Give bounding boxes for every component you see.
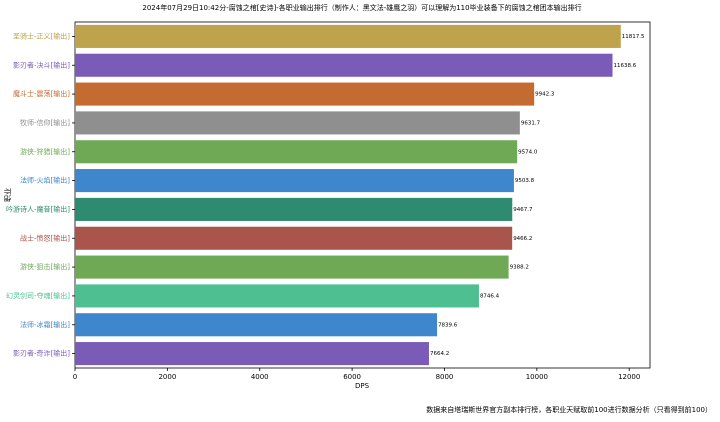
bar bbox=[75, 255, 509, 279]
y-tick-label: 游侠-狩猎[输出] bbox=[20, 147, 70, 156]
value-label: 7839.6 bbox=[438, 322, 458, 328]
y-tick-label: 战士-愤怒[输出] bbox=[20, 233, 70, 242]
x-tick-label: 8000 bbox=[436, 373, 454, 381]
bar bbox=[75, 284, 479, 308]
bar bbox=[75, 24, 621, 48]
value-label: 9466.2 bbox=[513, 236, 532, 242]
value-label: 11638.6 bbox=[614, 63, 637, 69]
y-tick-label: 吟游诗人-魔音[输出] bbox=[6, 204, 70, 213]
x-tick-label: 0 bbox=[73, 373, 77, 381]
bar bbox=[75, 140, 518, 164]
plot-frame bbox=[74, 21, 651, 369]
y-tick-label: 游侠-狙击[输出] bbox=[20, 262, 70, 271]
bar bbox=[75, 197, 513, 221]
x-tick-label: 10000 bbox=[526, 373, 548, 381]
x-tick-label: 2000 bbox=[158, 373, 176, 381]
bar bbox=[75, 53, 613, 77]
x-tick-label: 4000 bbox=[251, 373, 269, 381]
y-tick-label: 法师-火焰[输出] bbox=[20, 176, 70, 185]
y-axis-label: 职业 bbox=[3, 188, 12, 202]
bar bbox=[75, 169, 514, 193]
bar bbox=[75, 342, 429, 366]
y-tick-label: 魔斗士-震荡[输出] bbox=[13, 89, 70, 98]
value-label: 9942.3 bbox=[535, 92, 555, 98]
bar bbox=[75, 313, 438, 337]
y-tick-label: 影刃者-奇诈[输出] bbox=[13, 349, 70, 358]
y-tick-label: 牧师-信仰[输出] bbox=[20, 118, 70, 127]
value-label: 9388.2 bbox=[510, 265, 529, 271]
value-label: 9631.7 bbox=[521, 120, 541, 126]
value-label: 7664.2 bbox=[430, 351, 449, 357]
chart-title: 2024年07月29日10:42分-腐蚀之棺[史诗]-各职业输出排行（制作人：黑… bbox=[142, 3, 581, 12]
x-axis-label: DPS bbox=[355, 382, 370, 390]
value-label: 11817.5 bbox=[622, 34, 645, 40]
x-tick-label: 6000 bbox=[343, 373, 361, 381]
x-tick-label: 12000 bbox=[618, 373, 640, 381]
y-tick-label: 法师-冰霜[输出] bbox=[20, 320, 70, 329]
value-label: 8746.4 bbox=[480, 293, 500, 299]
value-label: 9503.8 bbox=[515, 178, 535, 184]
bar bbox=[75, 226, 513, 250]
bar bbox=[75, 111, 520, 135]
y-tick-label: 圣骑士-正义[输出] bbox=[13, 31, 70, 40]
bar bbox=[75, 82, 535, 106]
footnote: 数据来自塔瑞斯世界官方副本排行榜，各职业天赋取前100进行数据分析（只看得到前1… bbox=[426, 405, 712, 414]
value-label: 9574.0 bbox=[518, 149, 538, 155]
value-label: 9467.7 bbox=[513, 207, 533, 213]
y-tick-label: 幻灵剑司-夺魂[输出] bbox=[6, 291, 70, 300]
y-tick-label: 影刃者-决斗[输出] bbox=[13, 60, 70, 69]
